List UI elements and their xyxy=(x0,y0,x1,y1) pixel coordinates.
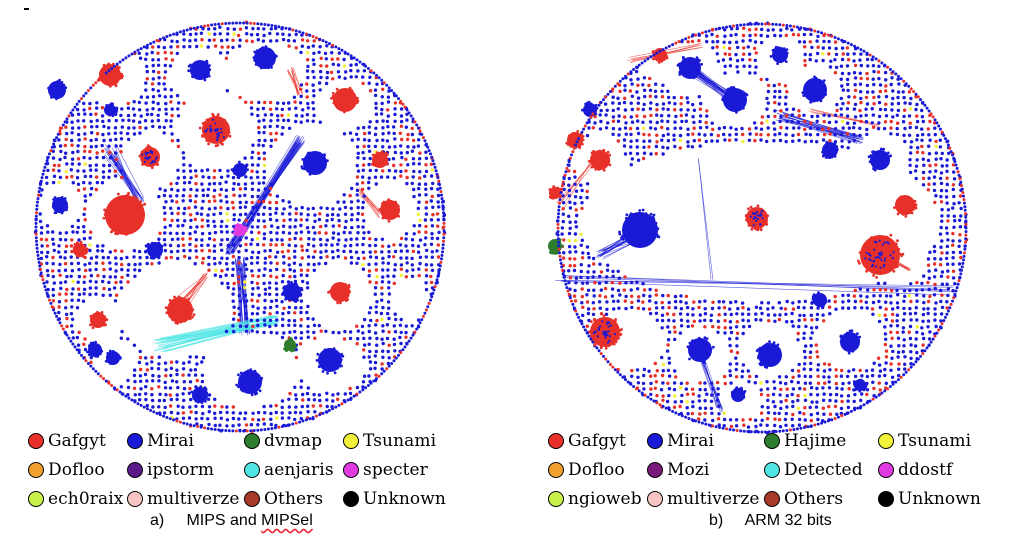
ipstorm-swatch-icon xyxy=(127,462,143,478)
others-swatch-icon xyxy=(764,491,780,507)
caption-mips: a) MIPS and MIPSel xyxy=(150,512,313,530)
multiverze-swatch-icon xyxy=(127,491,143,507)
ngioweb-swatch-icon xyxy=(548,491,564,507)
ddostf-swatch-icon xyxy=(878,462,894,478)
caption-text: MIPS and xyxy=(186,512,262,529)
caption-arm32: b) ARM 32 bits xyxy=(709,512,832,530)
legend-entry-multiverze: multiverze xyxy=(647,488,760,510)
dvmap-swatch-icon xyxy=(244,433,260,449)
tsunami-swatch-icon xyxy=(343,433,359,449)
legend-entry-mirai: Mirai xyxy=(647,430,714,452)
legend-entry-unknown: Unknown xyxy=(343,488,446,510)
caption-text: ARM 32 bits xyxy=(744,512,832,529)
gafgyt-swatch-icon xyxy=(548,433,564,449)
legend-entry-hajime: Hajime xyxy=(764,430,846,452)
legend-entry-gafgyt: Gafgyt xyxy=(28,430,106,452)
legend-entry-gafgyt: Gafgyt xyxy=(548,430,626,452)
legend-entry-aenjaris: aenjaris xyxy=(244,459,334,481)
caption-prefix: b) xyxy=(709,512,724,529)
hajime-swatch-icon xyxy=(764,433,780,449)
unknown-swatch-icon xyxy=(878,491,894,507)
ech0raix-swatch-icon xyxy=(28,491,44,507)
legend-entry-mirai: Mirai xyxy=(127,430,194,452)
clusters xyxy=(548,45,918,402)
legend-entry-specter: specter xyxy=(343,459,428,481)
legend-entry-detected: Detected xyxy=(764,459,863,481)
legend-entry-others: Others xyxy=(244,488,323,510)
graph-mips xyxy=(33,20,447,433)
ring xyxy=(34,21,446,433)
dofloo-swatch-icon xyxy=(548,462,564,478)
ring xyxy=(556,22,968,434)
legend-entry-ddostf: ddostf xyxy=(878,459,952,481)
legend-entry-dofloo: Dofloo xyxy=(548,459,625,481)
others-swatch-icon xyxy=(244,491,260,507)
corner-dash xyxy=(24,8,29,10)
graph-arm32 xyxy=(548,21,969,435)
legend-entry-mozi: Mozi xyxy=(647,459,709,481)
multiverze-swatch-icon xyxy=(647,491,663,507)
clusters xyxy=(47,45,401,404)
caption-word: MIPSel xyxy=(261,512,313,529)
small-nodes xyxy=(555,21,969,435)
mirai-swatch-icon xyxy=(127,433,143,449)
legend-entry-others: Others xyxy=(764,488,843,510)
legend-entry-ech0raix: ech0raix xyxy=(28,488,123,510)
mozi-swatch-icon xyxy=(647,462,663,478)
caption-prefix: a) xyxy=(150,512,165,529)
legend-entry-ngioweb: ngioweb xyxy=(548,488,642,510)
legend-entry-tsunami: Tsunami xyxy=(878,430,971,452)
gafgyt-swatch-icon xyxy=(28,433,44,449)
legend-entry-unknown: Unknown xyxy=(878,488,981,510)
unknown-swatch-icon xyxy=(343,491,359,507)
legend-entry-dofloo: Dofloo xyxy=(28,459,105,481)
aenjaris-swatch-icon xyxy=(244,462,260,478)
legend-entry-ipstorm: ipstorm xyxy=(127,459,214,481)
dofloo-swatch-icon xyxy=(28,462,44,478)
legend-entry-tsunami: Tsunami xyxy=(343,430,436,452)
tsunami-swatch-icon xyxy=(878,433,894,449)
mirai-swatch-icon xyxy=(647,433,663,449)
specter-swatch-icon xyxy=(343,462,359,478)
legend-entry-multiverze: multiverze xyxy=(127,488,240,510)
detected-swatch-icon xyxy=(764,462,780,478)
legend-entry-dvmap: dvmap xyxy=(244,430,322,452)
small-nodes xyxy=(33,20,447,433)
